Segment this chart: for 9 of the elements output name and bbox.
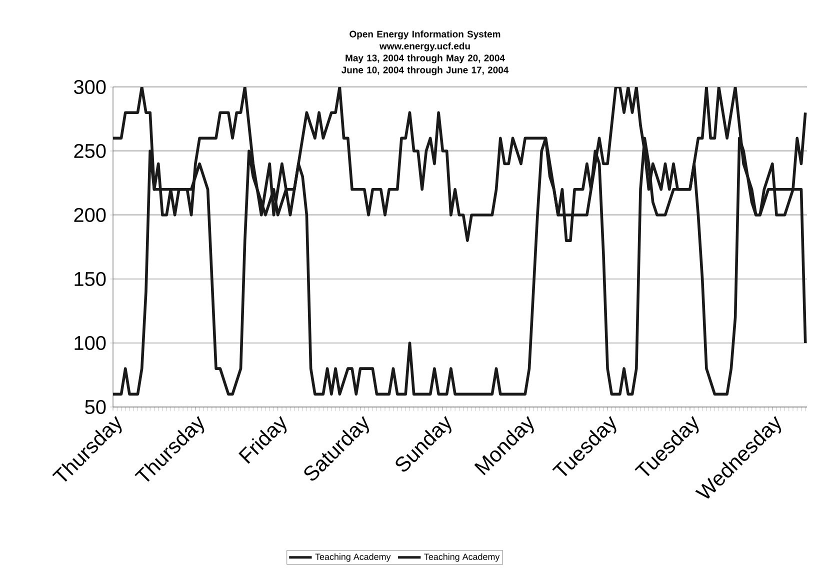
y-tick-label: 100 <box>74 336 106 350</box>
y-tick-label: 50 <box>85 400 106 414</box>
chart-title: Open Energy Information System www.energy.ucf.edu May 13, 2004 through May 20, 2004 June 10, 2004 through June 17, 2004 <box>342 30 509 76</box>
y-tick-label: 150 <box>74 272 106 286</box>
legend-label: Teaching Academy <box>424 553 500 562</box>
y-tick-label: 250 <box>74 144 106 158</box>
y-tick-label: 300 <box>74 80 106 94</box>
legend-label: Teaching Academy <box>315 553 391 562</box>
y-tick-label: 200 <box>74 208 106 222</box>
